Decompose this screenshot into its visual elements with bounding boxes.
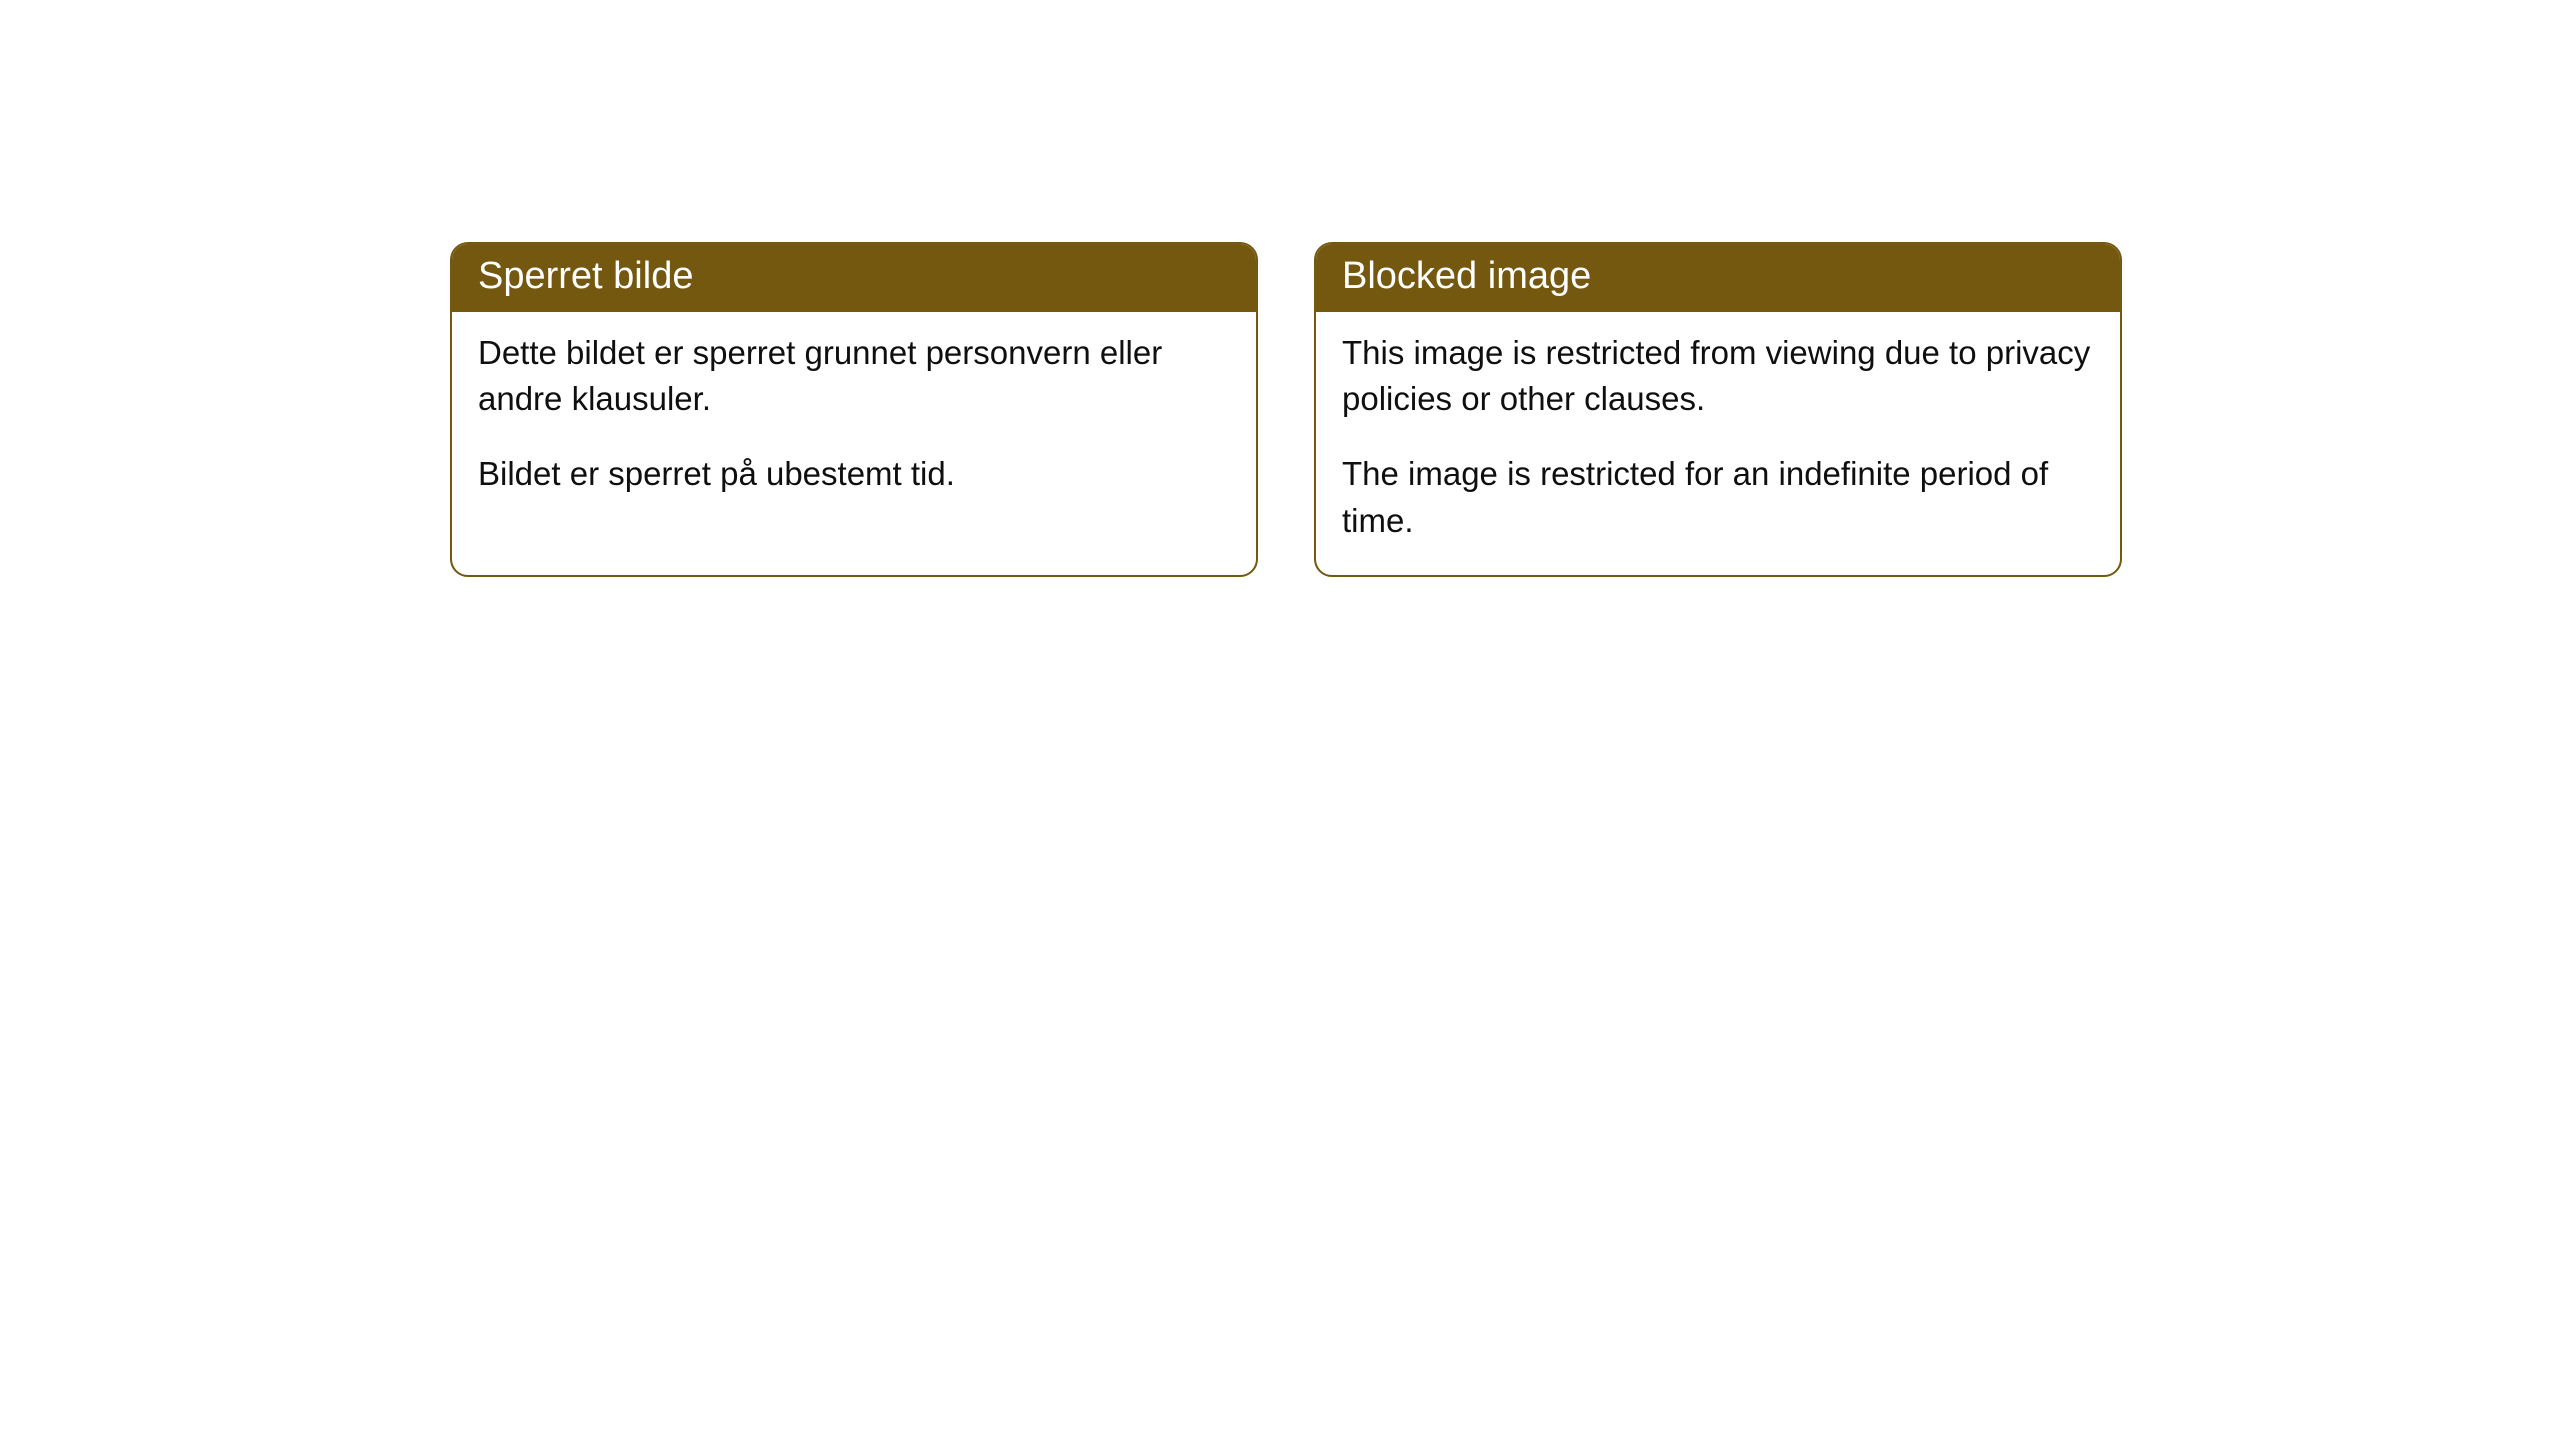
notice-header: Sperret bilde <box>452 244 1256 312</box>
notice-body: Dette bildet er sperret grunnet personve… <box>452 312 1256 529</box>
notice-card-english: Blocked image This image is restricted f… <box>1314 242 2122 577</box>
notice-paragraph: Dette bildet er sperret grunnet personve… <box>478 330 1230 424</box>
notice-header: Blocked image <box>1316 244 2120 312</box>
notice-card-norwegian: Sperret bilde Dette bildet er sperret gr… <box>450 242 1258 577</box>
notice-body: This image is restricted from viewing du… <box>1316 312 2120 575</box>
notice-container: Sperret bilde Dette bildet er sperret gr… <box>0 0 2560 577</box>
notice-paragraph: Bildet er sperret på ubestemt tid. <box>478 451 1230 498</box>
notice-paragraph: The image is restricted for an indefinit… <box>1342 451 2094 545</box>
notice-paragraph: This image is restricted from viewing du… <box>1342 330 2094 424</box>
